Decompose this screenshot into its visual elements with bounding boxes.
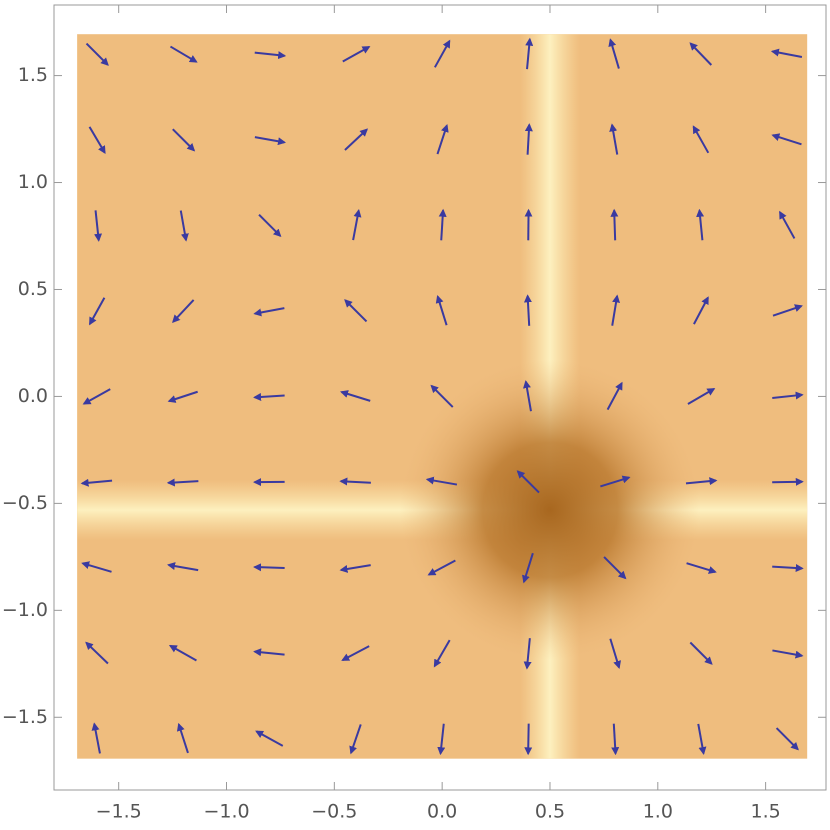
vector-arrow [433,639,451,668]
vector-arrow [172,299,195,323]
vector-arrow [770,48,803,58]
vector-arrow [340,390,371,402]
vector-arrow [349,724,362,755]
vector-arrow [81,561,112,573]
x-tick-label: 1.5 [751,801,781,823]
vector-arrow [600,475,631,488]
x-tick-label: −1.5 [96,801,142,823]
vector-arrow [253,563,285,572]
vector-arrow [523,294,532,326]
vector-arrow [430,384,454,408]
vector-arrow [696,208,705,241]
vector-arrow [255,730,284,747]
vector-arrow [435,295,448,326]
vector-arrow [253,307,285,317]
vector-arrow [611,294,621,326]
vector-arrow [88,297,106,326]
vector-arrow [166,478,199,487]
x-tick-label: −1.0 [203,801,249,823]
vector-arrow [692,125,710,154]
vector-field [80,37,804,756]
x-tick-label: 0.0 [427,801,457,823]
vector-arrow [167,390,198,403]
vector-arrow [603,556,627,580]
y-tick-label: −1.5 [2,706,48,728]
y-tick-label: 0.0 [18,385,48,407]
vector-arrow [344,128,369,151]
vector-arrow [606,381,623,411]
vector-arrow [254,51,287,60]
plot-frame [53,4,827,791]
x-tick-label: 0.5 [535,801,565,823]
vector-arrow [94,210,103,242]
vector-arrow [689,42,713,66]
vector-arrow [772,391,804,400]
vector-arrow [85,42,109,66]
vector-arrow [697,723,707,756]
y-tick-label: −0.5 [2,492,48,514]
vector-arrow [525,37,534,70]
vector-arrow [687,388,716,405]
vector-arrow [775,727,799,751]
vector-arrow [689,641,713,665]
vector-arrow [523,380,532,412]
vector-arrow [427,559,456,576]
vector-arrow [611,723,620,756]
vector-arrow [176,722,189,754]
vector-arrow [438,208,447,241]
vector-arrow [522,552,534,584]
vector-arrow [88,126,106,155]
vector-arrow [693,296,709,325]
vector-arrow [91,722,101,754]
vector-arrow [610,208,619,241]
vector-arrow [85,641,109,665]
vector-arrow [608,38,620,69]
vector-arrow [339,477,371,486]
vector-arrow [253,392,285,401]
vector-arrow [258,213,282,238]
vector-arrow [342,46,371,63]
vector-arrow [772,304,803,317]
vector-arrow [772,649,804,659]
vector-arrow [524,723,533,756]
vector-arrow [254,136,286,146]
vector-arrow [339,564,371,573]
vector-arrow [772,477,804,486]
vector-arrow [352,209,362,241]
y-tick-label: 1.0 [18,171,48,193]
vector-arrow [172,128,196,152]
vector-arrow [344,299,368,323]
vector-arrow [772,564,804,573]
vector-arrow [341,645,370,661]
vector-arrow [771,133,802,146]
vector-arrow [179,210,189,242]
vector-arrow [686,562,717,574]
vector-arrow [82,388,111,405]
vector-arrow [516,470,540,494]
x-tick-label: 1.0 [643,801,673,823]
vector-arrow [436,123,449,155]
vector-arrow [167,562,199,572]
x-tick-label: −0.5 [311,801,357,823]
vector-arrow [609,123,619,155]
vector-arrow [434,39,451,68]
y-tick-label: 1.5 [18,64,48,86]
vector-arrow [168,644,197,662]
vector-arrow [609,638,621,669]
vector-arrow [524,123,533,155]
vector-arrow [437,723,446,756]
y-tick-label: −1.0 [2,599,48,621]
vector-arrow [253,648,285,657]
vector-arrow [169,45,198,63]
vector-arrow [425,476,458,486]
vector-arrow [779,210,796,239]
vector-arrow [80,478,113,487]
vector-arrow [685,477,718,486]
vector-arrow [523,638,532,670]
y-tick-label: 0.5 [18,278,48,300]
density-background [77,34,808,759]
